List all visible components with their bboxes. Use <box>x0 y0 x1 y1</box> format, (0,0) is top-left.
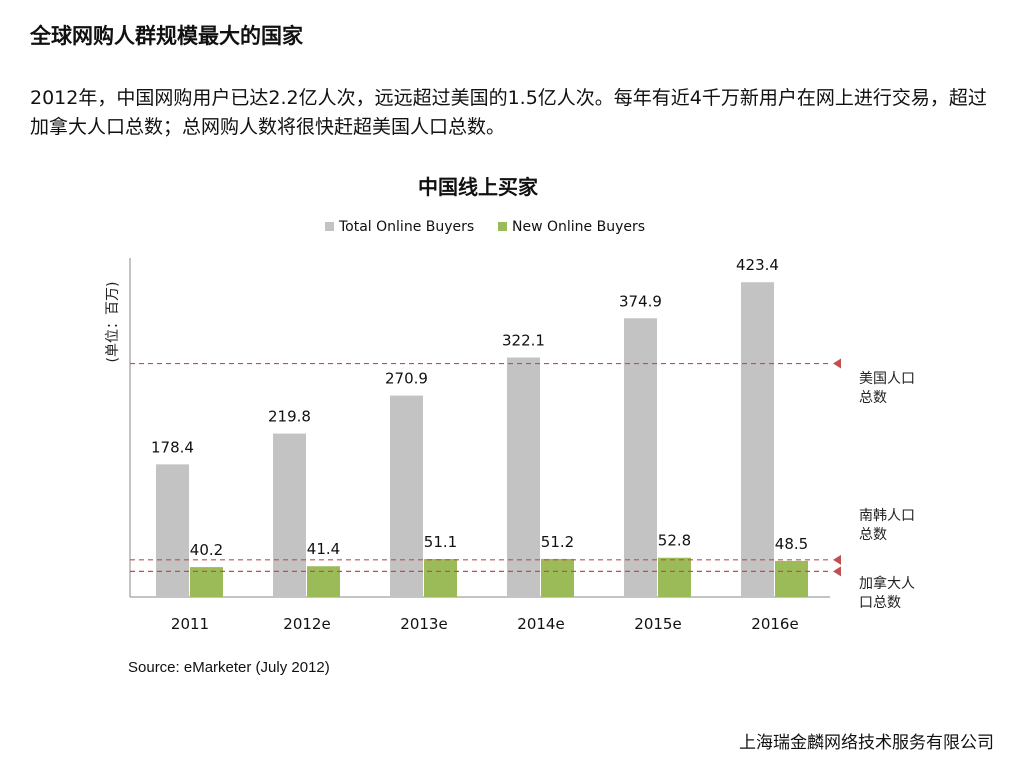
reference-label-2-line-0: 加拿大人 <box>859 575 915 592</box>
data-label-new-2014e: 51.2 <box>541 533 574 551</box>
bar-total-2015e <box>624 318 657 597</box>
data-label-new-2013e: 51.1 <box>424 533 457 551</box>
bar-new-2015e <box>658 557 691 597</box>
x-tick-label-2011: 2011 <box>171 615 209 633</box>
reference-label-0-line-0: 美国人口 <box>859 371 915 387</box>
x-tick-label-2013e: 2013e <box>400 615 447 633</box>
reference-label-1-line-0: 南韩人口 <box>859 508 915 524</box>
data-label-new-2015e: 52.8 <box>658 532 691 550</box>
bar-new-2014e <box>541 558 574 597</box>
reference-label-2-line-1: 口总数 <box>859 595 901 611</box>
source-note: Source: eMarketer (July 2012) <box>128 659 330 676</box>
data-label-total-2011: 178.4 <box>151 438 194 456</box>
data-label-total-2015e: 374.9 <box>619 292 662 310</box>
reference-arrow-1 <box>833 554 841 565</box>
bar-new-2016e <box>775 560 808 597</box>
reference-arrow-2 <box>833 566 841 577</box>
bar-new-2013e <box>424 559 457 597</box>
data-label-total-2014e: 322.1 <box>502 332 545 350</box>
data-label-total-2013e: 270.9 <box>385 370 428 388</box>
data-label-total-2012e: 219.8 <box>268 408 311 426</box>
reference-label-0-line-1: 总数 <box>859 390 887 406</box>
bar-new-2011 <box>190 567 223 597</box>
data-label-new-2016e: 48.5 <box>775 535 808 553</box>
x-tick-label-2012e: 2012e <box>283 615 330 633</box>
reference-label-1-line-1: 总数 <box>859 527 887 543</box>
legend-swatch-0 <box>325 222 334 231</box>
data-label-total-2016e: 423.4 <box>736 256 779 274</box>
x-tick-label-2014e: 2014e <box>517 615 564 633</box>
legend-label-1: New Online Buyers <box>512 219 645 235</box>
bar-total-2012e <box>273 433 306 597</box>
bar-total-2013e <box>390 395 423 597</box>
intro-paragraph: 2012年，中国网购用户已达2.2亿人次，远远超过美国的1.5亿人次。每年有近4… <box>30 87 987 138</box>
legend-label-0: Total Online Buyers <box>338 219 474 235</box>
chart-title: 中国线上买家 <box>418 175 539 199</box>
page-heading: 全球网购人群规模最大的国家 <box>30 24 303 48</box>
y-axis-label: (单位：百万) <box>105 282 121 363</box>
bar-total-2014e <box>507 357 540 597</box>
x-tick-label-2015e: 2015e <box>634 615 681 633</box>
bar-total-2011 <box>156 464 189 597</box>
legend-swatch-1 <box>498 222 507 231</box>
company-name: 上海瑞金麟网络技术服务有限公司 <box>739 733 994 753</box>
reference-arrow-0 <box>833 358 841 369</box>
x-tick-label-2016e: 2016e <box>751 615 798 633</box>
bar-total-2016e <box>741 282 774 597</box>
data-label-new-2012e: 41.4 <box>307 540 340 558</box>
data-label-new-2011: 40.2 <box>190 541 223 559</box>
online-buyers-chart: 中国线上买家 Total Online Buyers New Online Buye… <box>105 175 915 633</box>
